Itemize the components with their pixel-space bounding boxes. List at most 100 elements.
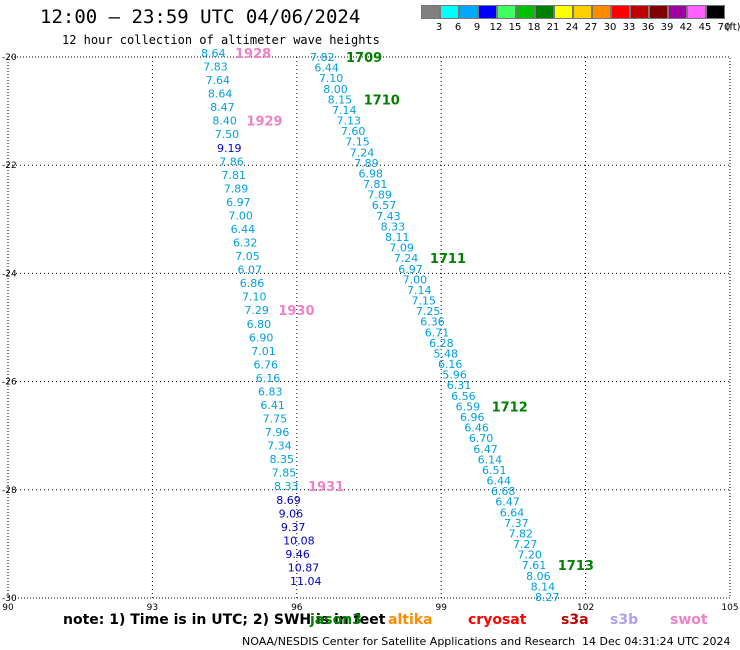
color-swatch-30	[592, 5, 611, 19]
track-b-value: 8.06	[526, 570, 551, 583]
color-label-27: 27	[584, 22, 598, 33]
track-a-value: 7.85	[272, 467, 297, 480]
track-b-value: 8.33	[381, 220, 406, 233]
track-b-value: 6.57	[372, 199, 397, 212]
track-b-value: 6.71	[425, 326, 450, 339]
color-unit-label: (ft)	[725, 22, 740, 33]
track-a-value: 6.97	[226, 196, 251, 209]
track-a-value: 7.01	[251, 345, 276, 358]
track-a-value: 6.16	[256, 372, 281, 385]
track-a-value: 6.41	[260, 399, 285, 412]
track-a-pass-label: 1928	[235, 47, 271, 62]
track-a-value: 7.05	[235, 250, 260, 263]
satellite-cryosat: cryosat	[468, 612, 527, 628]
color-label-39: 39	[660, 22, 674, 33]
track-a-value: 7.86	[219, 155, 244, 168]
track-b-pass-label: 1710	[364, 93, 400, 108]
track-a-value: 9.46	[285, 548, 310, 561]
track-b-value: 8.27	[535, 591, 560, 604]
color-swatch-70	[706, 5, 725, 19]
color-swatch-15	[497, 5, 516, 19]
satellite-s3a: s3a	[561, 612, 589, 628]
track-b-value: 6.46	[464, 422, 489, 435]
track-a-value: 8.40	[212, 115, 237, 128]
legend-note: note: 1) Time is in UTC; 2) SWH is in fe…	[63, 612, 386, 628]
track-b-value: 6.31	[447, 379, 472, 392]
track-b-value: 6.14	[478, 453, 503, 466]
color-swatch-42	[668, 5, 687, 19]
track-a-value: 7.50	[215, 128, 240, 141]
lon-tick-label: 99	[435, 603, 447, 613]
track-b-pass-label: 1711	[430, 252, 466, 267]
lon-tick-label: 102	[577, 603, 594, 613]
track-b-value: 7.61	[522, 559, 547, 572]
track-a-value: 8.35	[269, 453, 294, 466]
track-a-value: 7.29	[244, 304, 269, 317]
track-a-pass-label: 1929	[246, 115, 282, 130]
track-b-value: 8.00	[323, 83, 348, 96]
color-label-15: 15	[508, 22, 522, 33]
track-b-value: 6.36	[420, 316, 445, 329]
track-b-pass-label: 1709	[346, 51, 382, 66]
color-label-18: 18	[527, 22, 541, 33]
track-b-value: 7.14	[407, 284, 432, 297]
track-b-value: 8.14	[531, 580, 556, 593]
track-b-value: 7.00	[403, 273, 428, 286]
track-b-value: 6.59	[456, 400, 481, 413]
track-a-value: 6.80	[247, 318, 272, 331]
color-label-70: 70	[717, 22, 731, 33]
track-b-value: 6.51	[482, 464, 507, 477]
color-label-36: 36	[641, 22, 655, 33]
track-a-pass-label: 1931	[308, 480, 344, 495]
track-b-value: 7.20	[517, 549, 542, 562]
track-a-value: 6.32	[233, 237, 258, 250]
track-a-value: 6.86	[240, 277, 264, 290]
color-swatch-21	[535, 5, 554, 19]
color-swatch-6	[440, 5, 459, 19]
track-a-value: 11.04	[290, 575, 322, 588]
track-b-value: 7.15	[411, 295, 436, 308]
color-swatch-9	[459, 5, 478, 19]
track-a-value: 7.34	[267, 440, 292, 453]
track-a-value: 7.00	[228, 209, 253, 222]
color-label-21: 21	[546, 22, 560, 33]
lat-tick-label: -20	[2, 53, 17, 63]
track-a-value: 8.33	[274, 480, 299, 493]
lon-tick-label: 105	[721, 603, 738, 613]
lat-tick-label: -30	[2, 594, 17, 604]
track-a-value: 9.37	[281, 521, 306, 534]
track-b-value: 6.56	[451, 390, 476, 403]
track-b-value: 6.47	[473, 443, 498, 456]
track-b-value: 6.16	[438, 358, 463, 371]
color-label-33: 33	[622, 22, 636, 33]
lat-tick-label: -26	[2, 378, 17, 388]
track-b-pass-label: 1712	[492, 400, 528, 415]
track-b-value: 8.11	[385, 231, 410, 244]
satellite-s3b: s3b	[610, 612, 639, 628]
color-swatch-36	[630, 5, 649, 19]
track-b-value: 8.15	[328, 93, 353, 106]
track-b-value: 6.68	[491, 485, 515, 498]
track-a-value: 8.47	[210, 101, 235, 114]
track-a-value: 7.75	[263, 413, 288, 426]
track-b-value: 6.44	[486, 475, 511, 488]
color-label-6: 6	[454, 22, 462, 33]
color-swatch-33	[611, 5, 630, 19]
color-swatch-3	[421, 5, 440, 19]
generated-timestamp: 14 Dec 04:31:24 UTC 2024	[582, 635, 731, 648]
track-b-value: 7.09	[389, 242, 414, 255]
track-b-value: 7.25	[416, 305, 441, 318]
satellite-altika: altika	[388, 612, 433, 628]
satellite-swot: swot	[670, 612, 708, 628]
track-b-pass-label: 1713	[558, 559, 594, 574]
lat-tick-label: -28	[2, 486, 17, 496]
track-b-value: 7.81	[363, 178, 388, 191]
track-b-value: 7.10	[319, 72, 344, 85]
color-swatch-27	[573, 5, 592, 19]
track-a-value: 6.76	[253, 358, 278, 371]
track-a-value: 10.08	[283, 534, 315, 547]
track-a-value: 6.83	[258, 385, 283, 398]
color-label-12: 12	[489, 22, 503, 33]
track-a-value: 7.89	[224, 182, 249, 195]
